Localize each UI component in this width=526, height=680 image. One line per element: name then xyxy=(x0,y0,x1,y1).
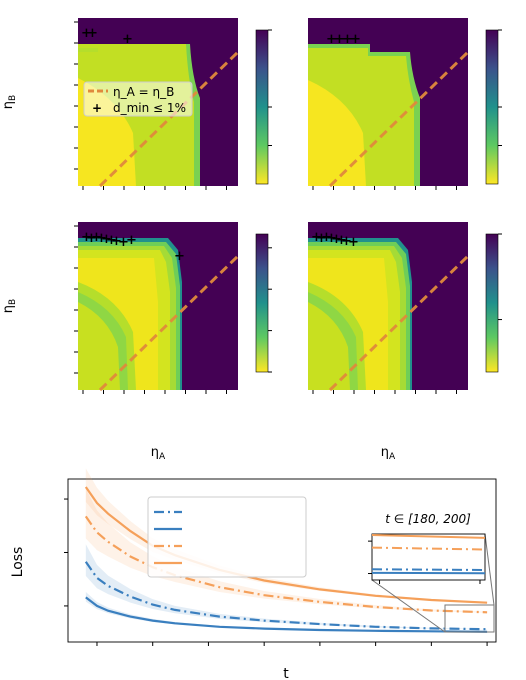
svg-text:+: + xyxy=(91,230,102,245)
line-legend xyxy=(147,496,307,578)
svg-text:+: + xyxy=(348,235,359,250)
marker-group: ++++++++ xyxy=(311,230,359,250)
svg-text:+: + xyxy=(334,32,345,47)
svg-text:+: + xyxy=(326,32,337,47)
diagonal-line xyxy=(98,50,240,188)
y-axis-label: ηB xyxy=(1,95,18,109)
svg-text:+: + xyxy=(101,232,112,247)
confidence-band xyxy=(85,488,488,613)
zoom-connector xyxy=(484,533,495,606)
colorbars xyxy=(255,29,499,373)
inset-title: t ∈ [180, 200] xyxy=(385,512,471,526)
heatmap-panel-2: ++++ xyxy=(308,18,470,188)
svg-text:+: + xyxy=(111,234,122,249)
legend-diag-label: η_A = η_B xyxy=(113,85,174,99)
svg-text:+: + xyxy=(331,232,342,247)
line-chart-frame xyxy=(67,478,497,643)
colorbar-3 xyxy=(255,233,269,373)
series-line xyxy=(85,596,488,633)
colorbar-1 xyxy=(255,29,269,185)
svg-text:+: + xyxy=(122,32,133,47)
heatmap-image xyxy=(308,222,468,390)
svg-text:+: + xyxy=(126,233,137,248)
inset-content xyxy=(368,534,486,584)
svg-text:+: + xyxy=(106,233,117,248)
svg-text:+: + xyxy=(92,101,102,115)
heatmap-panel-4: ++++++++ xyxy=(308,222,470,392)
svg-text:+: + xyxy=(311,230,322,245)
heatmap-panel-1: ++ + η_A = η_B + d_min ≤ 1% xyxy=(78,18,240,188)
confidence-band xyxy=(85,544,488,630)
line-legend-items xyxy=(154,510,182,565)
x-axis-label: ηA xyxy=(151,445,166,462)
colorbar-4 xyxy=(485,233,499,373)
svg-text:+: + xyxy=(342,32,353,47)
diagonal-line xyxy=(98,254,240,392)
y-axis-label: ηB xyxy=(1,299,18,313)
svg-text:+: + xyxy=(118,235,129,250)
y-axis-label: Loss xyxy=(10,547,26,578)
inset-axes: t ∈ [180, 200] xyxy=(368,512,486,584)
zoom-region-box xyxy=(444,604,495,633)
heatmap-panel-3: ++++++++++ xyxy=(78,222,240,392)
svg-text:+: + xyxy=(341,234,352,249)
line-chart: t Loss t ∈ [180, 200] xyxy=(10,468,497,680)
svg-text:+: + xyxy=(326,231,337,246)
x-axis-label: ηA xyxy=(381,445,396,462)
svg-text:+: + xyxy=(87,26,98,41)
svg-text:+: + xyxy=(96,231,107,246)
line-chart-bands xyxy=(85,468,488,632)
series-line xyxy=(84,515,488,614)
svg-text:+: + xyxy=(321,230,332,245)
legend-marker-label: d_min ≤ 1% xyxy=(113,101,186,115)
inset-series-line xyxy=(371,546,486,551)
inset-series-line xyxy=(371,568,486,571)
svg-text:+: + xyxy=(81,26,92,41)
svg-text:+: + xyxy=(174,249,185,264)
heatmap-image xyxy=(308,18,468,186)
heatmap-legend: η_A = η_B + d_min ≤ 1% xyxy=(83,81,193,117)
svg-text:+: + xyxy=(86,231,97,246)
marker-group: ++++++++++ xyxy=(81,230,185,264)
svg-text:+: + xyxy=(316,231,327,246)
diagonal-line xyxy=(328,254,470,392)
colorbar-2 xyxy=(485,29,499,185)
x-axis-label: t xyxy=(283,666,289,680)
series-line xyxy=(84,561,488,631)
svg-text:+: + xyxy=(350,32,361,47)
inset-series-line xyxy=(371,534,486,539)
zoom-connector xyxy=(371,579,446,633)
marker-group: ++++ xyxy=(326,32,361,47)
line-chart-axes xyxy=(64,498,488,646)
diagonal-line xyxy=(328,50,470,188)
svg-text:+: + xyxy=(336,233,347,248)
svg-text:+: + xyxy=(81,230,92,245)
marker-group: ++ + xyxy=(81,26,133,47)
heatmap-image xyxy=(78,222,238,390)
